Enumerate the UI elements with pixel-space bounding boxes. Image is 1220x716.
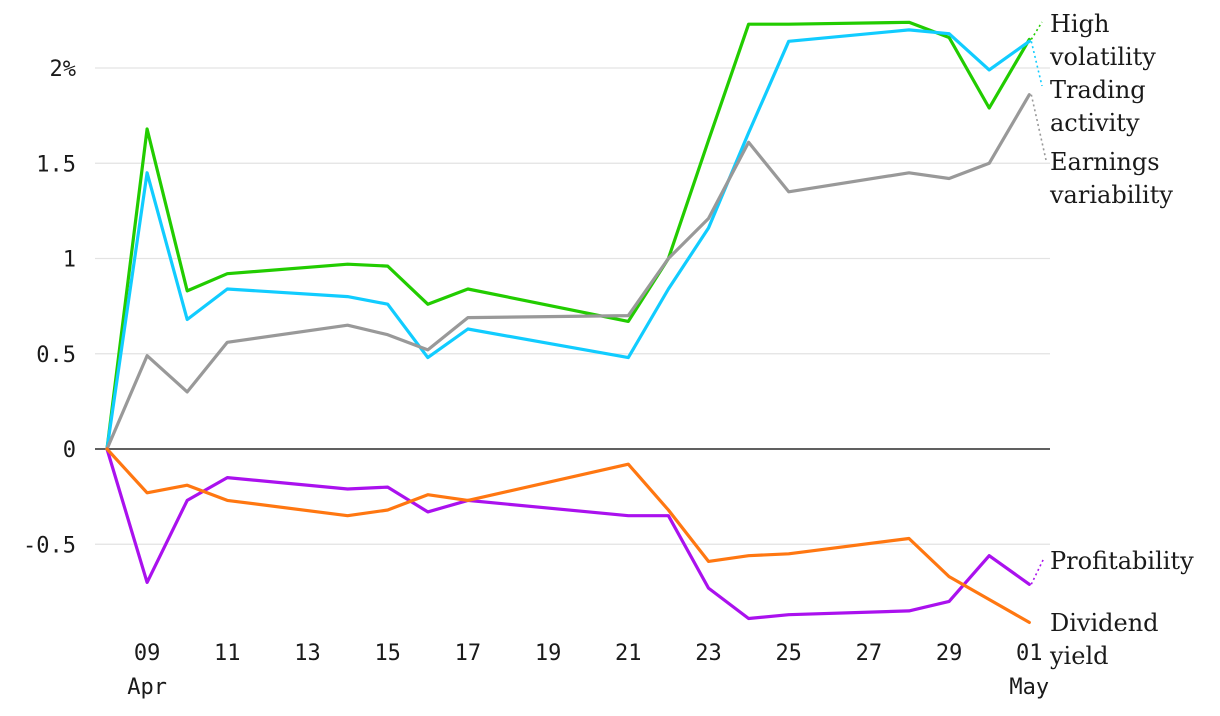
x-tick-label: 23 [695, 641, 722, 666]
y-tick-label: 0 [63, 438, 76, 463]
series-line-dividend-yield [105, 447, 1031, 625]
series-lines [105, 20, 1031, 625]
y-tick-label: 1.5 [36, 152, 76, 177]
x-axis: 09 Apr 11 13 15 17 19 21 23 25 27 29 01 May [127, 641, 1049, 700]
series-line-profitability [105, 447, 1031, 621]
x-tick-label: 09 [134, 641, 161, 666]
x-tick-label: 29 [936, 641, 963, 666]
grid-lines [95, 67, 1050, 545]
legend-label-dividend-yield: Dividend yield [1049, 609, 1159, 670]
legend-leader [1030, 21, 1043, 40]
y-tick-label: 2% [50, 57, 77, 82]
legend-label-high-volatility: High volatility [1049, 10, 1156, 71]
legend-leader [1030, 557, 1045, 585]
x-tick-label: 27 [856, 641, 883, 666]
series-line-earnings-variability [105, 93, 1031, 451]
x-tick-sublabel: May [1009, 675, 1049, 700]
legend-label-trading-activity: Trading activity [1050, 76, 1146, 137]
y-axis: 2% 1.5 1 0.5 0 -0.5 [23, 57, 76, 558]
x-tick-label: 01 [1016, 641, 1043, 666]
y-tick-label: 0.5 [36, 343, 76, 368]
x-tick-label: 13 [294, 641, 321, 666]
y-tick-label: -0.5 [23, 533, 76, 558]
series-line-high-volatility [105, 20, 1031, 451]
x-tick-label: 15 [374, 641, 401, 666]
legend-label-earnings-variability: Earnings variability [1049, 148, 1173, 209]
legend-label-profitability: Profitability [1050, 547, 1194, 575]
legend-leader [1030, 94, 1047, 161]
y-tick-label: 1 [63, 248, 76, 273]
x-tick-label: 17 [455, 641, 482, 666]
x-tick-sublabel: Apr [127, 675, 167, 700]
x-tick-label: 19 [535, 641, 562, 666]
x-tick-label: 11 [214, 641, 241, 666]
x-tick-label: 25 [775, 641, 802, 666]
legend-leader [1030, 41, 1043, 87]
series-line-trading-activity [105, 28, 1031, 451]
x-tick-label: 21 [615, 641, 642, 666]
